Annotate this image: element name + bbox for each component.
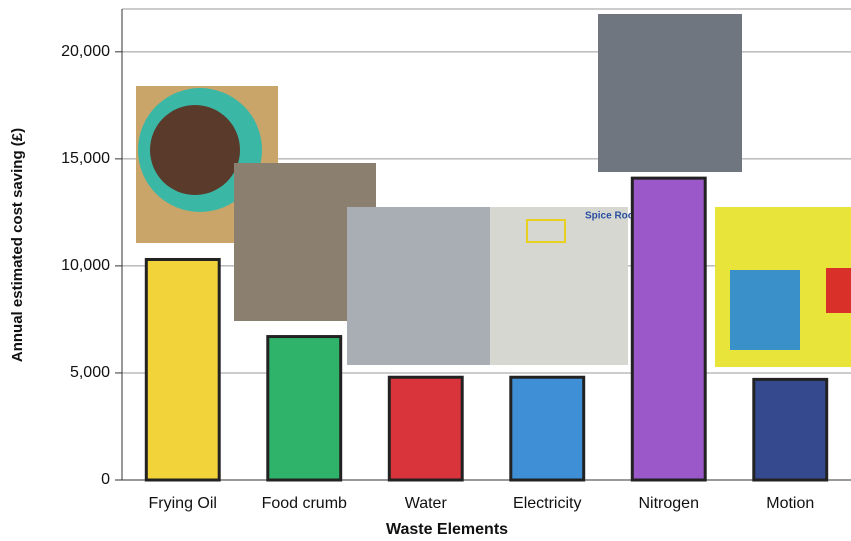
bar	[387, 375, 464, 482]
bar	[752, 377, 829, 482]
y-tick-label: 10,000	[61, 257, 110, 274]
bar	[266, 335, 343, 482]
x-axis-label: Waste Elements	[386, 521, 508, 538]
x-tick-label: Motion	[766, 495, 814, 512]
y-tick-label: 15,000	[61, 150, 110, 167]
photos: Spice Room	[136, 14, 851, 367]
y-tick-label: 20,000	[61, 43, 110, 60]
photo-motion-blue	[730, 270, 800, 350]
bar	[144, 257, 221, 482]
x-tick-label: Food crumb	[262, 495, 347, 512]
photo-highlight	[526, 219, 566, 243]
x-tick-label: Electricity	[513, 495, 581, 512]
photo-water	[347, 207, 492, 365]
x-tick-label: Water	[405, 495, 448, 512]
photo-nitrogen	[598, 14, 742, 172]
bar	[509, 375, 586, 482]
x-tick-label: Frying Oil	[149, 495, 217, 512]
x-tick-label: Nitrogen	[639, 495, 699, 512]
y-tick-label: 0	[101, 471, 110, 488]
y-tick-label: 5,000	[70, 364, 110, 381]
bar	[630, 176, 707, 482]
y-axis-label: Annual estimated cost saving (£)	[9, 128, 26, 362]
photo-electricity	[490, 207, 628, 365]
photo-annotation: Spice Room	[585, 211, 643, 222]
photo-bucket-inner	[150, 105, 240, 195]
photo-motion-red	[826, 268, 851, 313]
